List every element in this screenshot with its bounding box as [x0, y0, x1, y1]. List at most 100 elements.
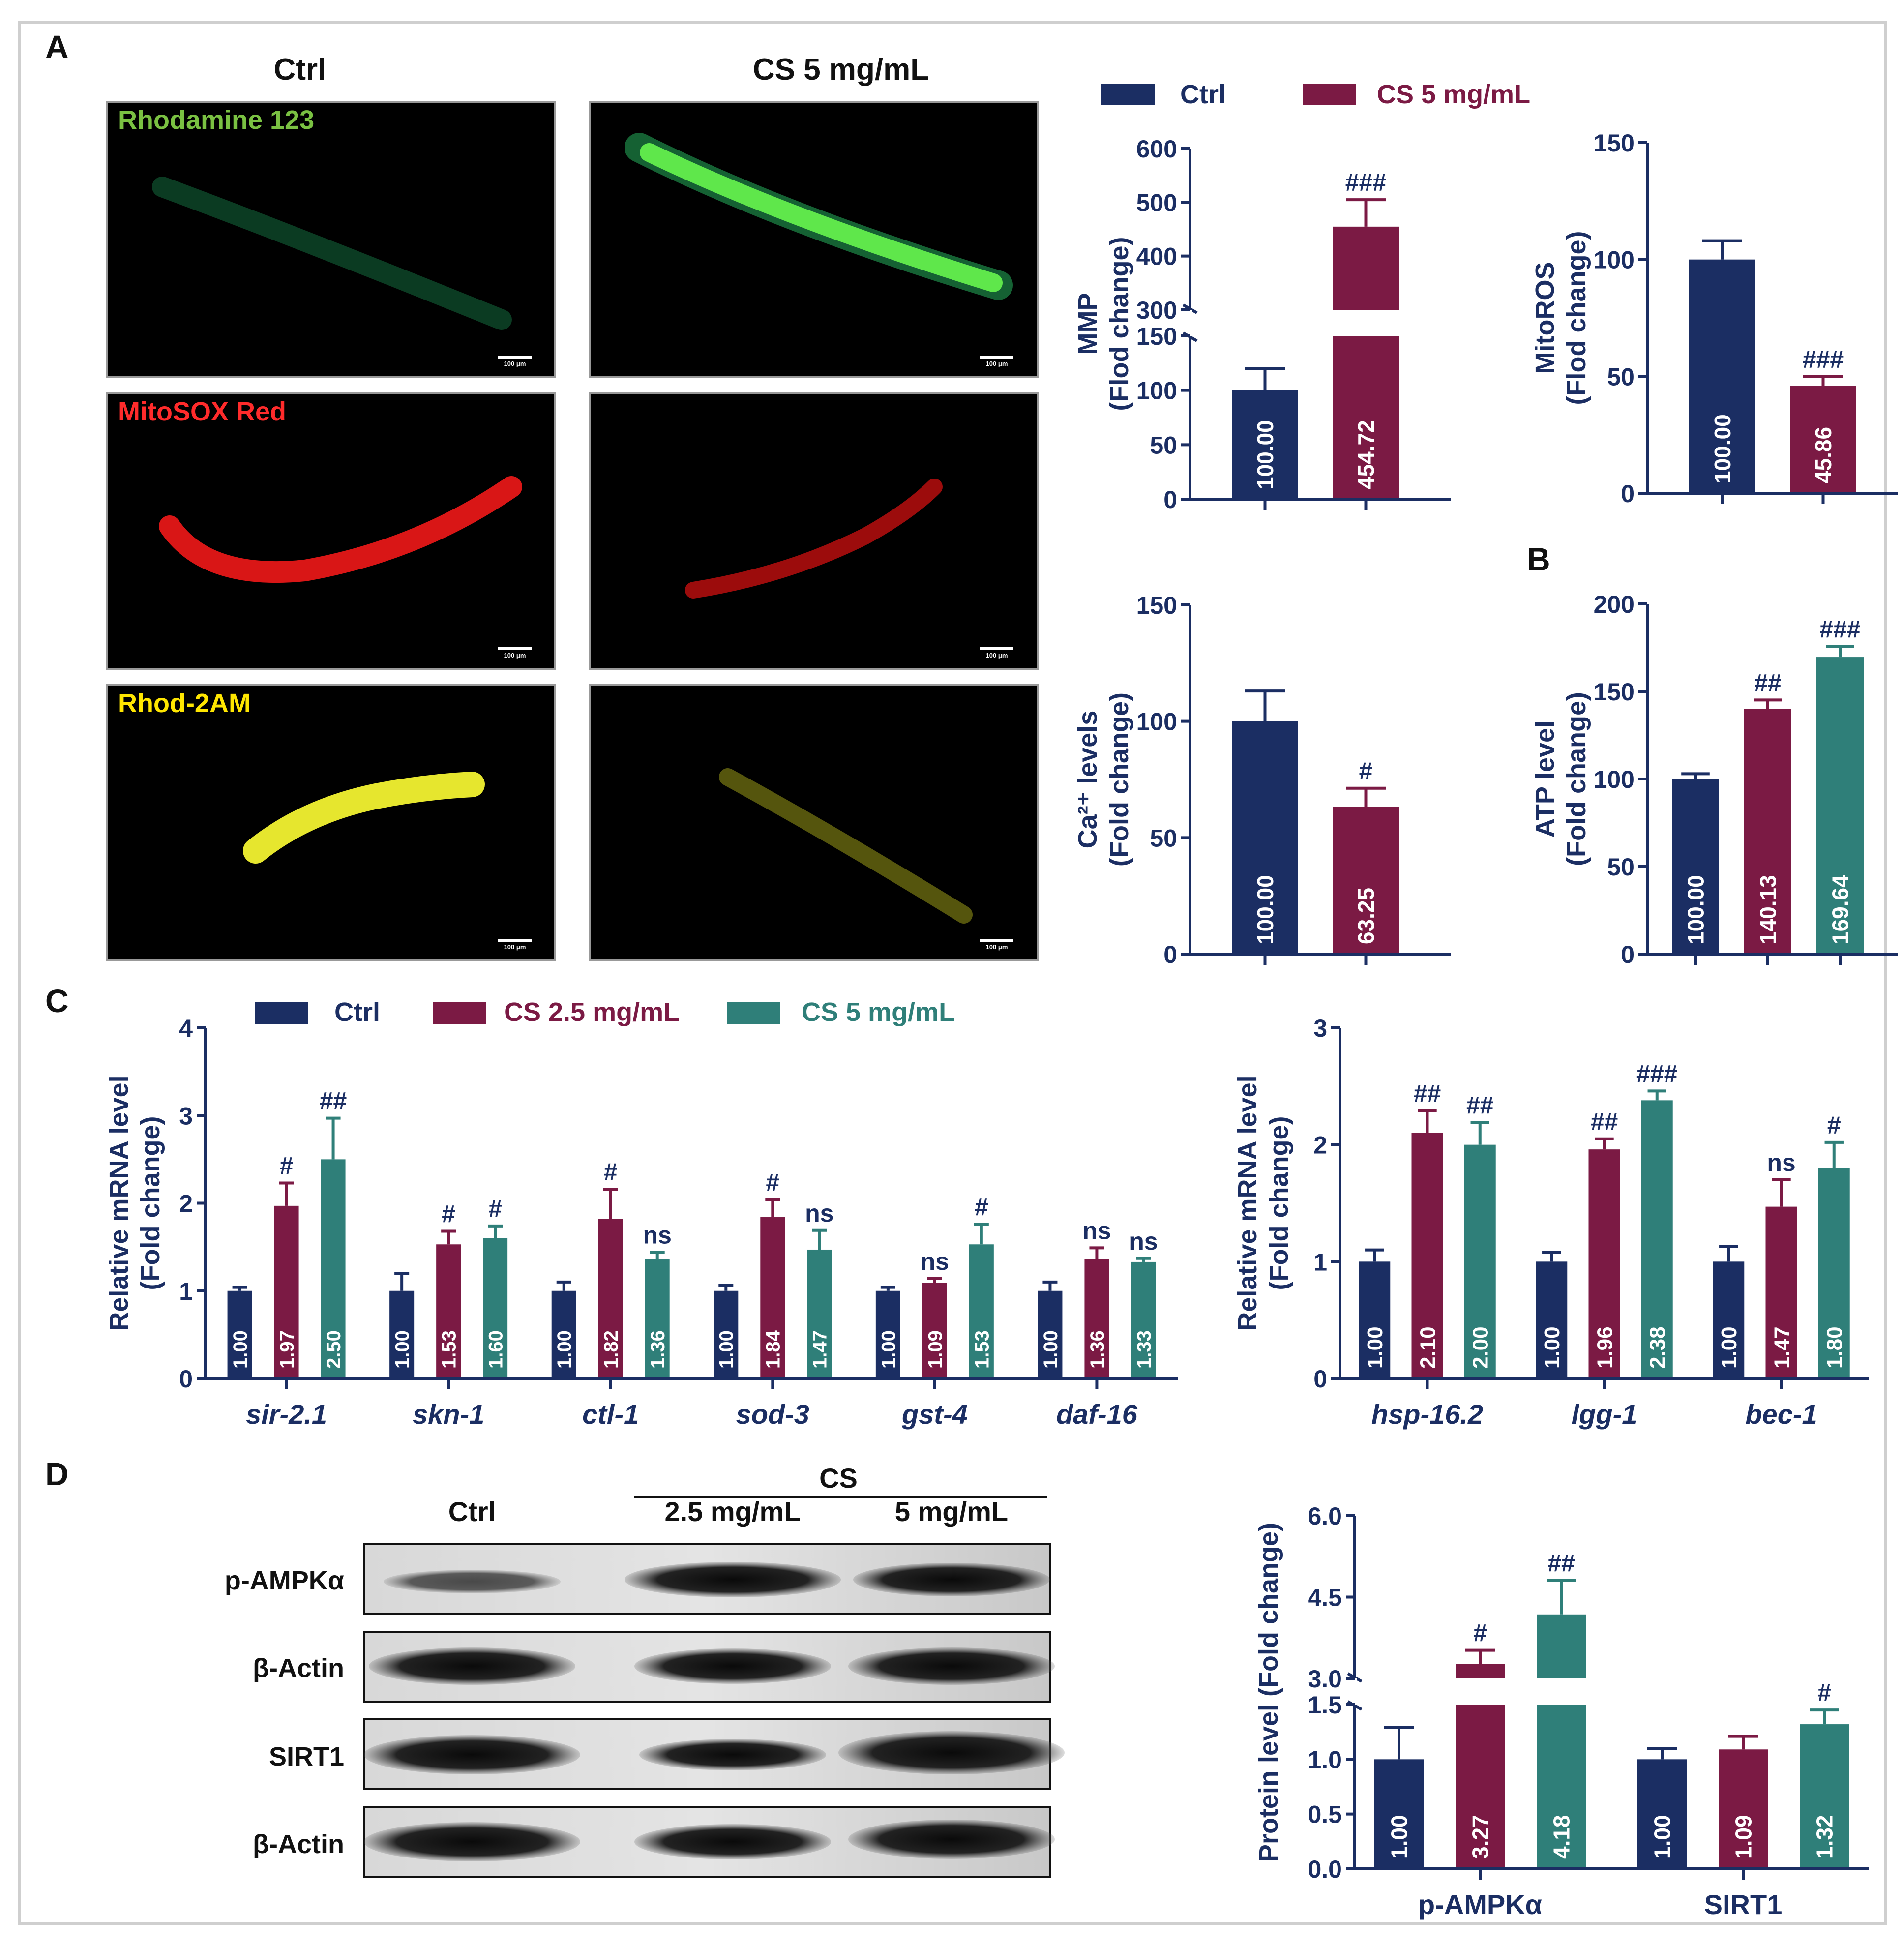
significance-label: # [1817, 1679, 1831, 1707]
y-tick-label: 100 [1594, 246, 1635, 274]
bar [1588, 1149, 1620, 1378]
y-axis-title: MitoROS [1530, 262, 1560, 374]
scale-bar [498, 939, 532, 942]
bar [1411, 1133, 1443, 1378]
chart-mitoros: 100.00 45.86 ### [1689, 239, 1856, 504]
x-tick-label: bec-1 [1745, 1399, 1817, 1430]
legend-swatch-cs5 [1303, 84, 1356, 105]
significance-label: ### [1345, 169, 1386, 196]
y-tick-label: 50 [1607, 853, 1635, 881]
blot-label-pampk: p-AMPKα [225, 1566, 344, 1595]
y-tick-label: 1 [179, 1278, 193, 1305]
stain-label-mitosox: MitoSOX Red [118, 397, 286, 426]
blot-label-actin-2: β-Actin [253, 1829, 344, 1859]
worm-rhodamine-ctrl [152, 177, 512, 330]
blot-lane-cs25: 2.5 mg/mL [665, 1496, 801, 1527]
bar-upper [1537, 1614, 1586, 1678]
data-label: 1.36 [647, 1330, 669, 1369]
legend-label-ctrl: Ctrl [1180, 80, 1226, 109]
y-tick-label: 6.0 [1308, 1502, 1342, 1530]
panel-label-c: C [45, 983, 69, 1019]
y-tick-label: 0 [1313, 1365, 1327, 1393]
significance-label: ### [1819, 616, 1860, 643]
y-tick-label: 300 [1136, 297, 1177, 324]
significance-label: ns [1129, 1228, 1158, 1255]
y-tick-label: 500 [1136, 189, 1177, 216]
micro-col-ctrl: Ctrl [274, 53, 327, 87]
y-axis-title: (Fold change) [1264, 1116, 1294, 1290]
chart-protein-axes: 0.0 0.5 1.0 1.53.0 4.5 6.0 Protein level (Fold… [1254, 1502, 1869, 1883]
blot-band [853, 1563, 1050, 1596]
data-label: 1.00 [554, 1330, 575, 1369]
bar [436, 1244, 461, 1378]
bar [1038, 1290, 1063, 1378]
bar [551, 1290, 576, 1378]
x-tick-label: SIRT1 [1704, 1889, 1783, 1920]
scale-bar [498, 356, 532, 359]
bar [1232, 721, 1298, 954]
y-tick-label: 100 [1136, 377, 1177, 405]
y-axis-title: (Fold change) [136, 1116, 165, 1290]
bar [1818, 1168, 1850, 1378]
significance-label: # [488, 1195, 502, 1223]
significance-label: # [604, 1158, 618, 1186]
western-blot: Ctrl CS 2.5 mg/mL 5 mg/mL p-AMPKα β-Acti… [225, 1463, 1065, 1878]
bar [1744, 709, 1791, 954]
blot-band [639, 1739, 826, 1770]
chart-mrna2-axes: 0 1 2 3 Relative mRNA level (Fold change) [1233, 1015, 1869, 1393]
significance-label: # [1473, 1619, 1487, 1647]
bar [321, 1159, 346, 1378]
legend-label-cs5: CS 5 mg/mL [1377, 80, 1530, 109]
x-tick-label: ctl-1 [582, 1399, 639, 1430]
bar [1333, 336, 1399, 499]
data-label: 45.86 [1811, 427, 1836, 483]
figure-frame [18, 21, 1887, 1925]
bar [227, 1290, 252, 1378]
y-tick-label: 4 [179, 1015, 193, 1042]
data-label: 2.10 [1416, 1326, 1440, 1369]
significance-label: ns [805, 1199, 833, 1227]
blot-band [848, 1820, 1055, 1859]
micro-col-cs: CS 5 mg/mL [753, 53, 929, 87]
y-axis-title: Relative mRNA level [104, 1075, 134, 1331]
data-label: 1.36 [1087, 1330, 1108, 1369]
chart-atp: 100.00 140.13 ## 169.64 ### [1672, 616, 1864, 965]
data-label: 1.80 [1823, 1326, 1847, 1369]
y-tick-label: 150 [1594, 678, 1635, 706]
bar [760, 1217, 785, 1378]
data-label: 2.50 [323, 1330, 345, 1369]
y-tick-label: 50 [1150, 824, 1177, 852]
y-axis-title: (Fold change) [1562, 692, 1591, 866]
significance-label: ns [921, 1248, 949, 1275]
y-tick-label: 2 [1313, 1132, 1327, 1159]
x-tick-label: skn-1 [413, 1399, 484, 1430]
y-tick-label: 1.0 [1308, 1746, 1342, 1773]
bar [1637, 1759, 1687, 1869]
y-axis-title: (Flod change) [1562, 231, 1591, 405]
legend-label-cs25: CS 2.5 mg/mL [504, 997, 680, 1027]
bar [969, 1244, 994, 1378]
panel-label-a: A [45, 29, 69, 65]
y-tick-label: 0 [1163, 941, 1177, 968]
scale-bar [980, 647, 1013, 650]
x-tick-label: lgg-1 [1572, 1399, 1637, 1430]
data-label: 63.25 [1353, 888, 1379, 944]
worm-mitosox-ctrl [159, 476, 522, 583]
x-tick-label: daf-16 [1056, 1399, 1138, 1430]
bar [875, 1290, 900, 1378]
blot-band [634, 1648, 831, 1684]
bar [1456, 1705, 1505, 1869]
scale-bar-label: 100 μm [504, 943, 526, 951]
panel-label-d: D [45, 1456, 69, 1492]
x-tick-label: sir-2.1 [246, 1399, 327, 1430]
y-tick-label: 0.5 [1308, 1801, 1342, 1828]
scale-bar [498, 647, 532, 650]
chart-mitoros-axes: 0 50 100 150 MitoROS (Flod change) [1530, 129, 1898, 508]
bar [483, 1238, 508, 1378]
data-label: 1.32 [1812, 1815, 1838, 1859]
bar [645, 1259, 670, 1378]
micro-image-grid: Rhodamine 123 MitoSOX Red Rhod-2AM 100 μ… [106, 101, 1039, 961]
micro-image-rhodamine-ctrl [106, 101, 556, 378]
data-label: 1.00 [1540, 1326, 1564, 1369]
